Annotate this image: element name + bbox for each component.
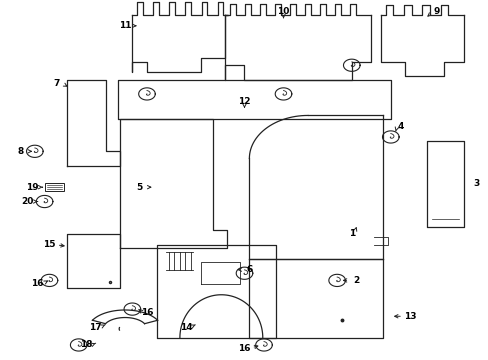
Text: 18: 18 <box>80 341 92 350</box>
Text: 10: 10 <box>277 7 289 16</box>
Text: 1: 1 <box>348 229 354 238</box>
Text: 6: 6 <box>246 265 252 274</box>
Text: 2: 2 <box>353 276 359 285</box>
Text: 16: 16 <box>141 308 153 317</box>
Text: 16: 16 <box>31 279 43 288</box>
Text: 16: 16 <box>238 344 250 353</box>
Text: 20: 20 <box>21 197 34 206</box>
Text: 19: 19 <box>26 183 39 192</box>
Text: 9: 9 <box>433 7 439 16</box>
Bar <box>45 183 63 191</box>
Text: 8: 8 <box>17 147 23 156</box>
Text: 17: 17 <box>89 323 102 332</box>
Text: 5: 5 <box>136 183 142 192</box>
Text: 11: 11 <box>119 21 131 30</box>
Text: 3: 3 <box>472 179 478 188</box>
Text: 13: 13 <box>403 312 416 321</box>
Text: 12: 12 <box>238 96 250 105</box>
Text: 15: 15 <box>43 240 56 249</box>
Text: 7: 7 <box>54 79 60 88</box>
Text: 4: 4 <box>397 122 403 131</box>
Text: 14: 14 <box>179 323 192 332</box>
